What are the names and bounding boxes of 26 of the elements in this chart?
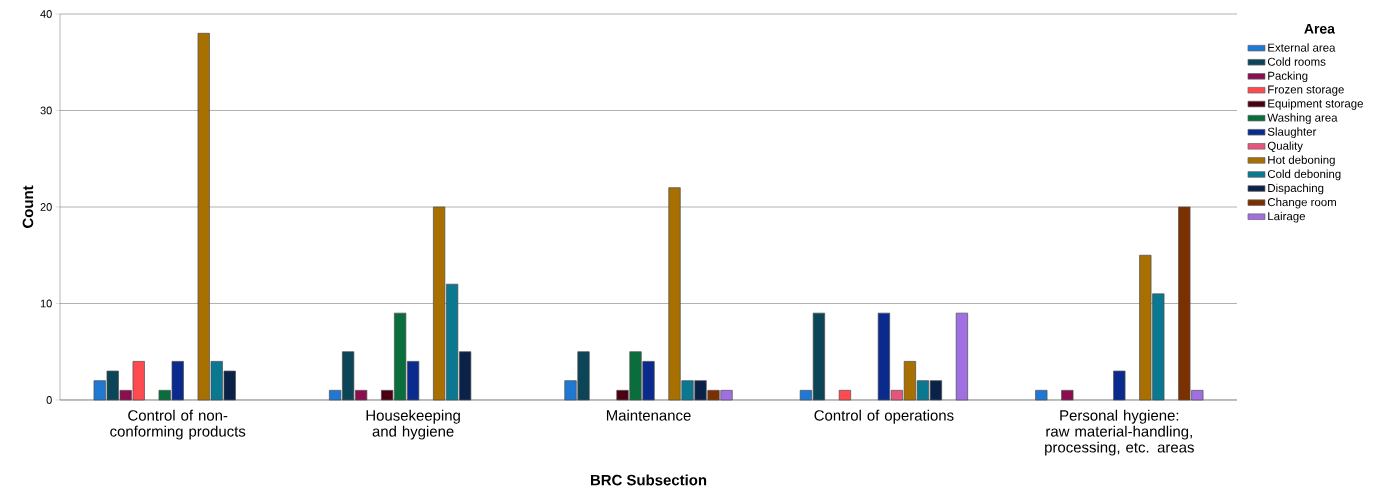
legend-title: Area [1304, 23, 1335, 34]
y-tick-label: 30 [40, 106, 52, 115]
y-tick-label: 10 [40, 299, 52, 308]
legend-label: Cold rooms [1267, 57, 1326, 66]
legend-label: Lairage [1268, 211, 1306, 223]
y-axis-title: Count [22, 185, 34, 228]
y-tick-label: 20 [40, 203, 52, 211]
x-tick-label: Control of operations [814, 409, 954, 424]
legend-label: Equipment storage [1268, 99, 1363, 110]
x-tick-label: Control of non-conforming products [110, 409, 246, 440]
legend-label: Washing area [1267, 113, 1338, 124]
x-axis-title: BRC Subsection [590, 474, 707, 486]
legend-label: Slaughter [1267, 127, 1317, 139]
legend-label: Dispaching [1268, 183, 1324, 195]
legend-label: Quality [1267, 141, 1303, 153]
y-tick-label: 40 [40, 10, 52, 18]
legend-label: Change room [1267, 197, 1336, 209]
legend-label: External area [1268, 43, 1336, 52]
legend-label: Frozen storage [1268, 85, 1344, 96]
legend-label: Hot deboning [1268, 155, 1335, 167]
x-tick-label: Personal hygiene: raw material-handling, processing, etc. areas [1045, 409, 1194, 456]
legend-label: Packing [1268, 71, 1308, 83]
y-tick-label: 0 [46, 396, 52, 404]
x-tick-label: Maintenance [606, 409, 691, 421]
legend-label: Cold deboning [1267, 169, 1341, 181]
x-tick-label: Housekeeping and hygiene [366, 409, 460, 440]
